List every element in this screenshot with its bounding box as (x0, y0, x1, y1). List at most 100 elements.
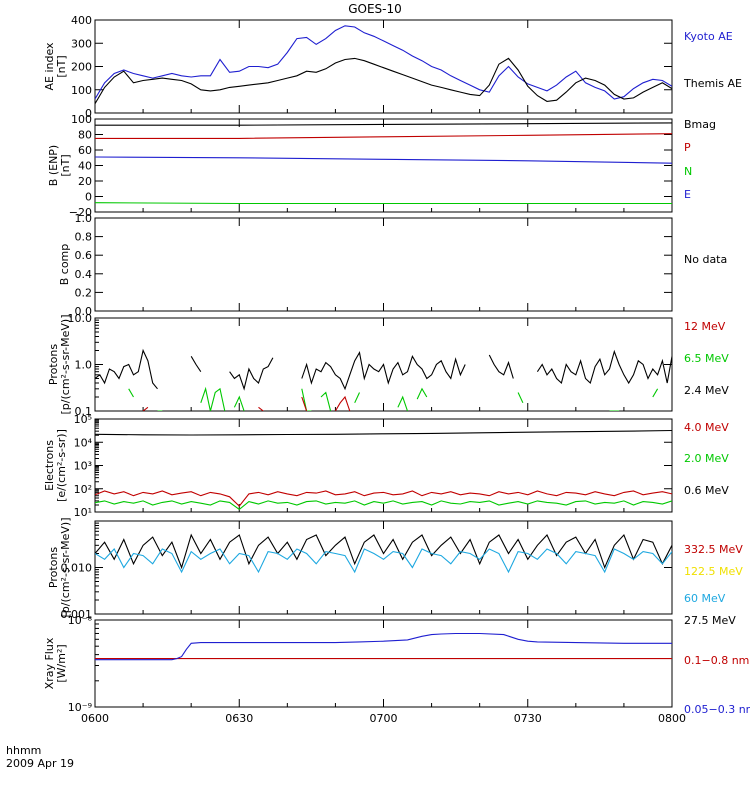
panel-2-ytick-label: 0.6 (75, 249, 93, 262)
panel-4-series-0 (95, 429, 672, 436)
xtick-label: 0730 (514, 712, 542, 725)
panel-2-ytick-label: 0.8 (75, 231, 93, 244)
panel-4-legend-1: 2.0 MeV (684, 452, 729, 465)
panel-3-ylabel-line: Protons (47, 344, 60, 385)
panel-6-ylabel-line: [W/m²] (55, 644, 68, 682)
panel-0-ylabel: AE index[nT] (43, 42, 68, 91)
panel-1-ytick-label: 0 (85, 191, 92, 204)
panel-3-legend-0: 12 MeV (684, 320, 726, 333)
panel-4-ylabel: Electrons[e/(cm²-s-sr)] (43, 429, 68, 502)
xtick-label: 0630 (225, 712, 253, 725)
panel-2-ylabel: B comp (58, 244, 71, 286)
panel-3-legend-1: 6.5 MeV (684, 352, 729, 365)
panel-3-ytick-label: 0.1 (75, 405, 93, 418)
panel-4-ytick-label: 10⁵ (74, 413, 92, 426)
panel-4: 10¹ 10² 10³ 10⁴ 10⁵ Electrons[e/(cm²-s-sr)] 4.… (43, 413, 729, 519)
panel-4-ytick-label: 10⁴ (74, 436, 93, 449)
panel-2-ylabel-line: B comp (58, 244, 71, 286)
xtick-label: 0800 (658, 712, 686, 725)
footer-hhmm: hhmm (6, 744, 41, 757)
panel-3-series-2 (142, 395, 351, 411)
panel-0-frame (94, 19, 673, 114)
panel-1-legend-1: P (684, 141, 691, 154)
panel-2: 0.0 0.2 0.4 0.6 0.8 1.0 B comp No data (58, 212, 727, 318)
footer-date: 2009 Apr 19 (6, 757, 74, 770)
panel-2-frame (94, 217, 673, 312)
panel-0: 0 100 200 300 400 AE index[nT] Kyoto AE Themis … (43, 14, 742, 120)
panel-4-ytick-label: 10¹ (74, 506, 92, 519)
panel-0-ytick-label: 0 (85, 107, 92, 120)
panel-5-legend-2: 60 MeV (684, 592, 726, 605)
panel-3-ylabel-line: [p/(cm²-s-sr-MeV)] (59, 315, 72, 415)
panel-1-series-2 (95, 202, 672, 205)
panel-5-legend-1: 122.5 MeV (684, 565, 743, 578)
panel-4-legend-2: 0.6 MeV (684, 484, 729, 497)
panel-1-ytick-label: 100 (71, 113, 92, 126)
panel-5-ylabel: Protons[p/(cm²-s-sr-MeV)] (47, 518, 72, 618)
panel-2-legend-0: No data (684, 253, 727, 266)
panel-5-ytick-label: 0.001 (61, 608, 93, 621)
panel-1-legend-0: Bmag (684, 118, 716, 131)
panel-1-ylabel-line: [nT] (59, 154, 72, 176)
panel-4-ylabel-line: [e/(cm²-s-sr)] (55, 429, 68, 502)
panel-1-ytick-label: 80 (78, 129, 92, 142)
panel-1-series-0 (95, 122, 672, 126)
panel-1-ylabel-line: B (ENP) (47, 145, 60, 186)
panel-1-ylabel: B (ENP)[nT] (47, 145, 72, 186)
panel-0-series-0 (95, 25, 672, 100)
panel-1-ytick-label: 20 (78, 175, 92, 188)
panel-2-ytick-label: 0.0 (75, 305, 93, 318)
panel-0-ytick-label: 100 (71, 84, 92, 97)
panel-4-series-2 (95, 500, 672, 511)
panel-5-series-1 (95, 548, 672, 574)
panel-6-ytick-label: 10⁻⁸ (68, 614, 93, 627)
panel-0-legend-0: Kyoto AE (684, 30, 733, 43)
panel-2-ytick-label: 0.4 (75, 268, 93, 281)
panel-3-ylabel: Protons[p/(cm²-s-sr-MeV)] (47, 315, 72, 415)
panel-1-ytick-label: 60 (78, 144, 92, 157)
panel-6-legend-1: 0.05−0.3 nm (684, 703, 750, 716)
panel-1-frame (94, 118, 673, 213)
panel-0-ylabel-line: AE index (43, 42, 56, 91)
panel-2-ytick-label: 1.0 (75, 212, 93, 225)
panel-6-frame (94, 619, 673, 708)
panel-4-ylabel-line: Electrons (43, 440, 56, 491)
panel-4-frame (94, 418, 673, 513)
panel-1-series-1 (95, 133, 672, 139)
panel-1-legend-3: E (684, 188, 691, 201)
panel-1-ytick-label: 40 (78, 160, 92, 173)
panel-0-series-1 (95, 57, 672, 104)
panel-5-legend-3: 27.5 MeV (684, 614, 736, 627)
panel-0-ytick-label: 300 (71, 37, 92, 50)
panel-1-ytick-label: −20 (69, 206, 92, 219)
panel-3-ytick-label: 10.0 (68, 312, 93, 325)
panel-6-series-1 (95, 632, 672, 661)
figure-title: GOES-10 (348, 2, 402, 16)
panel-0-legend-1: Themis AE (683, 77, 742, 90)
panel-0-ytick-label: 200 (71, 61, 92, 74)
panel-5-series-0 (95, 533, 672, 570)
panel-5-ytick-label: 0.010 (61, 562, 93, 575)
panel-4-ytick-label: 10² (74, 483, 92, 496)
panel-0-ylabel-line: [nT] (55, 55, 68, 77)
panel-5-ylabel-line: [p/(cm²-s-sr-MeV)] (59, 518, 72, 618)
xtick-label: 0600 (81, 712, 109, 725)
panel-3-legend-2: 2.4 MeV (684, 384, 729, 397)
panel-0-ytick-label: 400 (71, 14, 92, 27)
panel-2-ytick-label: 0.2 (75, 286, 93, 299)
panel-1-series-3 (95, 156, 672, 164)
panel-4-series-1 (95, 490, 672, 507)
xtick-label: 0700 (370, 712, 398, 725)
panel-4-ytick-label: 10³ (74, 460, 92, 473)
panel-1: −20 0 20 40 60 80 100 B (ENP)[nT] Bmag PNE (47, 113, 716, 219)
panel-5-legend-0: 332.5 MeV (684, 543, 743, 556)
panel-6-ylabel: Xray Flux[W/m²] (43, 637, 68, 689)
panel-6-legend-0: 0.1−0.8 nm (684, 654, 749, 667)
panel-6-ylabel-line: Xray Flux (43, 637, 56, 689)
panel-5-ylabel-line: Protons (47, 547, 60, 588)
panel-6-ytick-label: 10⁻⁹ (68, 701, 92, 714)
